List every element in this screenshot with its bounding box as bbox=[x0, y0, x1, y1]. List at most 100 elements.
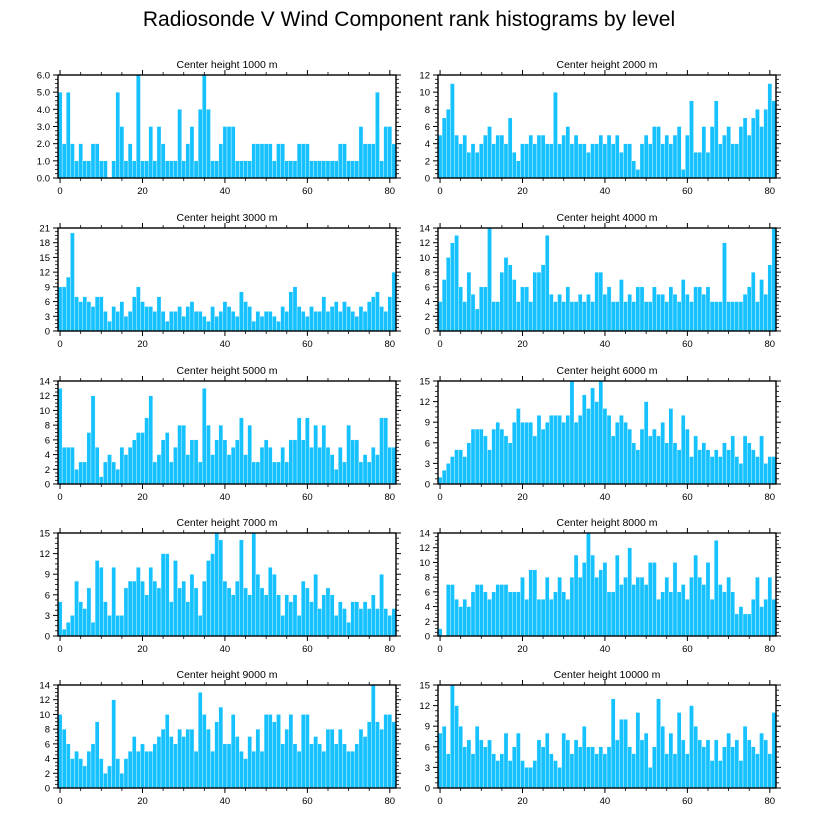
bar bbox=[446, 463, 451, 485]
bar bbox=[483, 746, 488, 789]
bar bbox=[759, 435, 764, 485]
bar bbox=[226, 454, 232, 485]
y-tick-label: 8 bbox=[425, 105, 430, 116]
y-tick-label: 15 bbox=[419, 681, 430, 692]
bar bbox=[136, 74, 141, 179]
bar bbox=[152, 461, 158, 485]
bar bbox=[590, 387, 595, 485]
bar bbox=[540, 264, 546, 332]
bar bbox=[652, 126, 657, 179]
y-tick-label: 0 bbox=[45, 327, 50, 338]
bar bbox=[540, 599, 546, 637]
bar bbox=[288, 601, 294, 637]
bar bbox=[598, 271, 604, 332]
x-tick-label: 40 bbox=[220, 796, 231, 807]
bar bbox=[181, 736, 186, 789]
bar bbox=[565, 739, 571, 789]
bar bbox=[582, 143, 587, 179]
bar bbox=[540, 428, 546, 485]
bar bbox=[338, 311, 343, 332]
bar bbox=[676, 712, 682, 789]
bar bbox=[99, 296, 104, 332]
bar bbox=[516, 160, 521, 179]
bar bbox=[718, 456, 723, 485]
bar bbox=[672, 294, 678, 332]
bar bbox=[689, 100, 694, 179]
bar bbox=[450, 684, 455, 789]
bar bbox=[354, 316, 360, 332]
bar bbox=[751, 271, 756, 332]
bar bbox=[210, 160, 215, 179]
bar bbox=[346, 751, 351, 789]
bar bbox=[689, 576, 694, 637]
bar bbox=[713, 739, 719, 789]
bar bbox=[313, 160, 318, 179]
bar bbox=[755, 456, 760, 485]
bar bbox=[78, 301, 83, 332]
bar bbox=[317, 311, 322, 332]
bar bbox=[594, 271, 599, 332]
bar bbox=[148, 126, 153, 179]
bar bbox=[763, 294, 768, 332]
bar bbox=[383, 311, 388, 332]
bar bbox=[536, 599, 542, 637]
x-tick-label: 60 bbox=[682, 796, 693, 807]
bar bbox=[127, 143, 133, 179]
bar bbox=[615, 739, 620, 789]
bar bbox=[103, 773, 108, 789]
y-tick-label: 14 bbox=[39, 681, 50, 692]
y-tick-label: 0 bbox=[425, 327, 430, 338]
bar bbox=[561, 732, 566, 789]
bar bbox=[767, 264, 773, 332]
bar bbox=[214, 532, 219, 637]
bar bbox=[338, 143, 343, 179]
bar bbox=[202, 316, 207, 332]
bar bbox=[189, 574, 195, 637]
bar bbox=[474, 308, 480, 332]
bar bbox=[338, 447, 343, 485]
bar bbox=[466, 152, 472, 179]
bar bbox=[144, 751, 149, 789]
bar bbox=[292, 594, 298, 637]
bar bbox=[491, 753, 496, 789]
bar bbox=[462, 134, 468, 179]
bar bbox=[90, 743, 96, 789]
bar bbox=[280, 143, 285, 179]
bar bbox=[627, 294, 632, 332]
y-tick-label: 10 bbox=[419, 253, 430, 264]
y-tick-label: 4 bbox=[45, 450, 50, 461]
bar bbox=[742, 613, 748, 637]
bar bbox=[470, 428, 476, 485]
bar bbox=[329, 728, 335, 789]
bar bbox=[499, 134, 505, 179]
bar bbox=[272, 574, 277, 637]
bar bbox=[561, 301, 566, 332]
bar bbox=[450, 242, 455, 332]
bar bbox=[284, 160, 290, 179]
bar bbox=[726, 576, 731, 637]
bar bbox=[507, 591, 513, 637]
bar bbox=[82, 608, 88, 637]
bar bbox=[70, 758, 75, 789]
bar bbox=[631, 753, 637, 789]
bar bbox=[350, 601, 355, 637]
bar bbox=[458, 726, 463, 789]
y-tick-label: 6 bbox=[425, 282, 430, 293]
bar bbox=[507, 264, 513, 332]
bar bbox=[235, 439, 240, 485]
bar bbox=[664, 134, 670, 179]
bar bbox=[689, 705, 694, 789]
bar bbox=[479, 428, 484, 485]
x-tick-label: 60 bbox=[682, 339, 693, 350]
x-tick-label: 20 bbox=[517, 644, 528, 655]
bar bbox=[503, 257, 509, 332]
bar bbox=[557, 294, 562, 332]
bar bbox=[342, 461, 347, 485]
bar bbox=[276, 461, 281, 485]
bar bbox=[193, 751, 199, 789]
bar bbox=[573, 554, 579, 637]
x-tick-label: 60 bbox=[682, 644, 693, 655]
bar bbox=[734, 613, 740, 637]
x-tick-label: 20 bbox=[137, 492, 148, 503]
bar bbox=[371, 594, 376, 637]
